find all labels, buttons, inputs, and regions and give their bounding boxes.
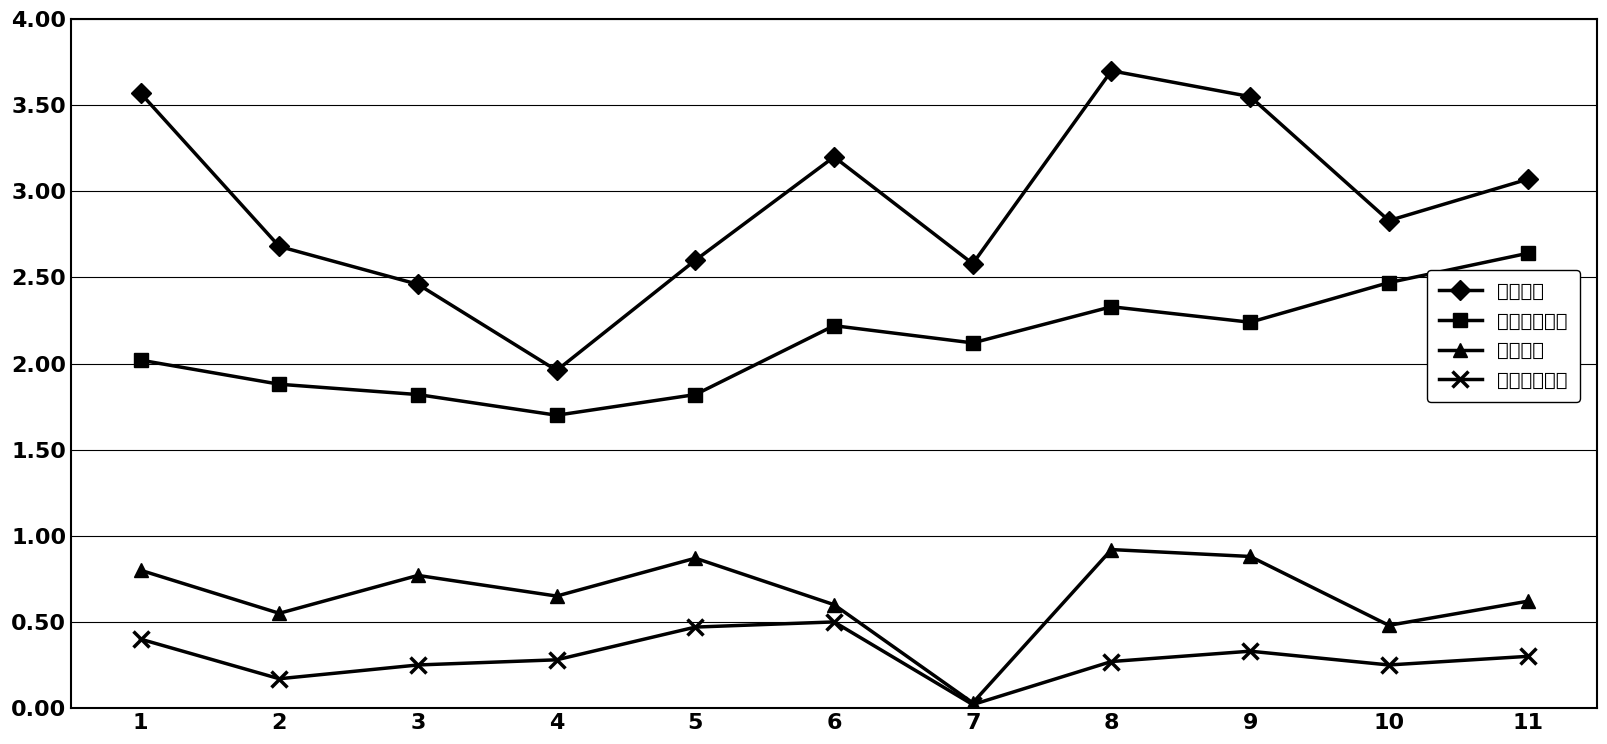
- 原水确酸盐氮: [1379, 278, 1398, 287]
- 原水确酸盐氮: [1239, 318, 1258, 327]
- 出水总氮: [408, 571, 427, 580]
- 原水总氮: [824, 153, 844, 161]
- Legend: 原水总氮, 原水确酸盐氮, 出水总氮, 出水确酸盐氮: 原水总氮, 原水确酸盐氮, 出水总氮, 出水确酸盐氮: [1427, 270, 1578, 402]
- 原水总氮: [685, 256, 704, 265]
- 出水确酸盐氮: [270, 674, 289, 683]
- 出水确酸盐氮: [1517, 652, 1536, 661]
- 出水总氮: [1239, 552, 1258, 561]
- 出水确酸盐氮: [963, 700, 982, 709]
- Line: 原水确酸盐氮: 原水确酸盐氮: [133, 246, 1533, 422]
- 出水总氮: [824, 600, 844, 609]
- 出水总氮: [963, 699, 982, 708]
- 出水总氮: [546, 591, 566, 600]
- 原水确酸盐氮: [1517, 249, 1536, 258]
- 原水确酸盐氮: [130, 356, 149, 365]
- 出水总氮: [130, 565, 149, 574]
- 原水总氮: [270, 242, 289, 251]
- 原水总氮: [1379, 217, 1398, 225]
- 原水总氮: [130, 89, 149, 97]
- 原水确酸盐氮: [685, 390, 704, 399]
- 出水确酸盐氮: [1379, 661, 1398, 670]
- 出水确酸盐氮: [408, 661, 427, 670]
- 原水总氮: [1239, 92, 1258, 101]
- 原水确酸盐氮: [824, 321, 844, 330]
- 出水总氮: [270, 609, 289, 618]
- 出水确酸盐氮: [546, 655, 566, 664]
- Line: 出水确酸盐氮: 出水确酸盐氮: [132, 614, 1535, 713]
- 出水确酸盐氮: [130, 635, 149, 644]
- 出水确酸盐氮: [1101, 657, 1120, 666]
- 出水总氮: [1101, 545, 1120, 554]
- 原水总氮: [963, 259, 982, 268]
- 原水总氮: [546, 366, 566, 375]
- 出水确酸盐氮: [824, 618, 844, 626]
- 原水确酸盐氮: [270, 379, 289, 388]
- 出水确酸盐氮: [685, 623, 704, 632]
- 出水总氮: [1517, 597, 1536, 606]
- Line: 原水总氮: 原水总氮: [133, 64, 1533, 377]
- 出水总氮: [1379, 621, 1398, 630]
- 原水总氮: [1517, 175, 1536, 184]
- 出水总氮: [685, 554, 704, 562]
- 原水确酸盐氮: [546, 411, 566, 420]
- 原水确酸盐氮: [963, 339, 982, 347]
- 原水确酸盐氮: [1101, 302, 1120, 311]
- 原水总氮: [408, 280, 427, 289]
- 原水总氮: [1101, 66, 1120, 75]
- Line: 出水总氮: 出水总氮: [133, 542, 1533, 710]
- 出水确酸盐氮: [1239, 647, 1258, 655]
- 原水确酸盐氮: [408, 390, 427, 399]
